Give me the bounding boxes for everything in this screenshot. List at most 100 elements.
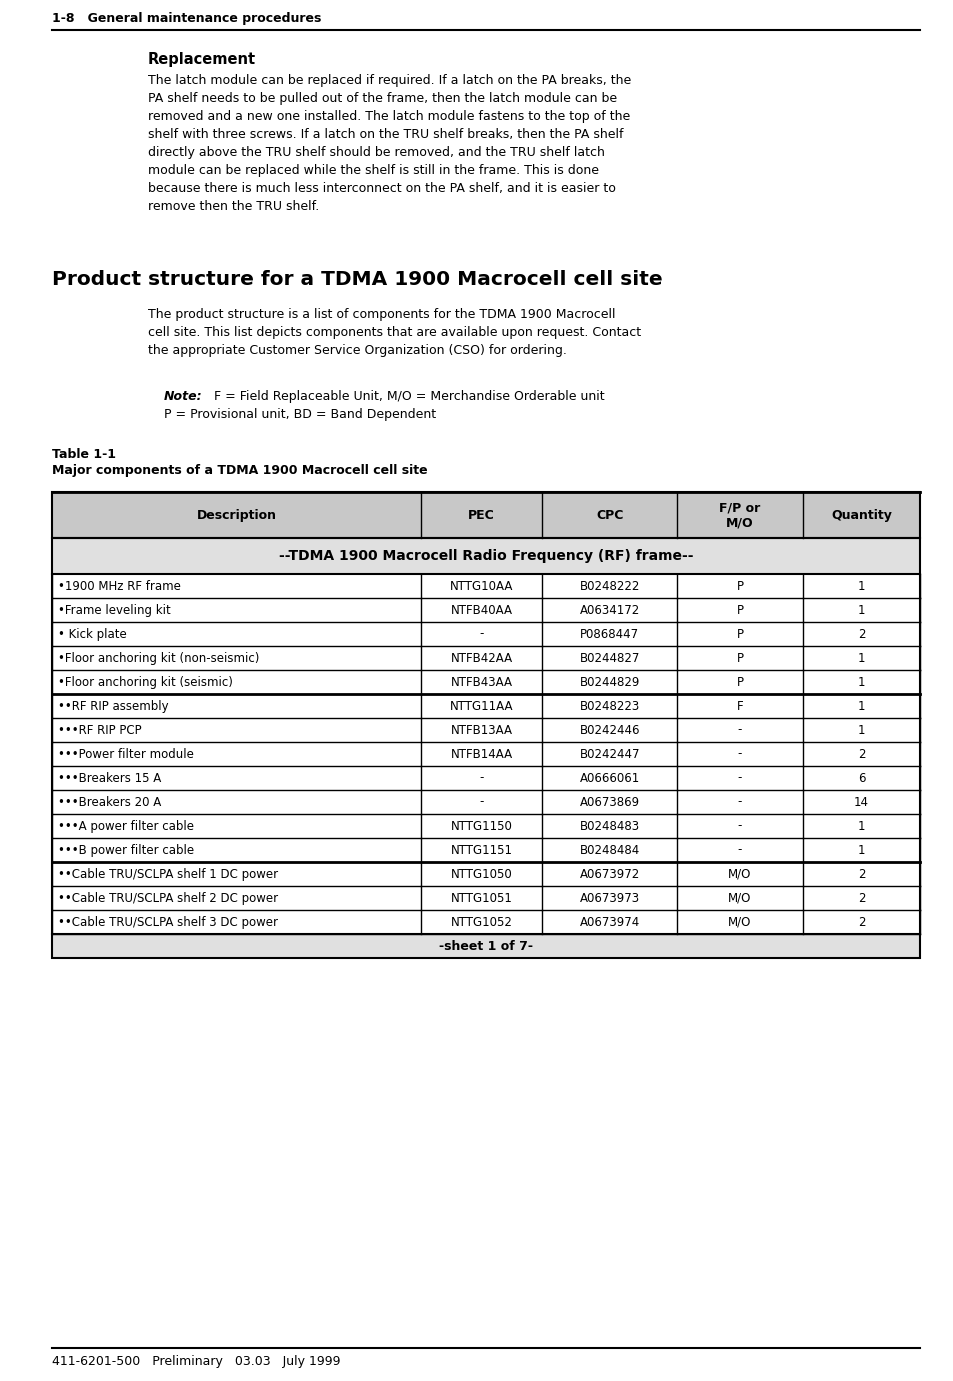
Text: ••Cable TRU/SCLPA shelf 2 DC power: ••Cable TRU/SCLPA shelf 2 DC power — [58, 892, 278, 905]
Text: ••RF RIP assembly: ••RF RIP assembly — [58, 700, 169, 713]
Text: -: - — [737, 724, 741, 736]
Text: NTFB13AA: NTFB13AA — [450, 724, 512, 736]
Text: M/O: M/O — [727, 916, 751, 928]
Text: M/O: M/O — [727, 892, 751, 905]
Bar — [52, 670, 919, 695]
Text: shelf with three screws. If a latch on the TRU shelf breaks, then the PA shelf: shelf with three screws. If a latch on t… — [148, 128, 623, 141]
Bar — [52, 646, 919, 670]
Text: 2: 2 — [857, 747, 864, 761]
Text: P: P — [736, 675, 742, 689]
Text: B0248222: B0248222 — [578, 580, 639, 592]
Text: A0634172: A0634172 — [579, 603, 639, 616]
Text: 1: 1 — [857, 580, 864, 592]
Text: A0673974: A0673974 — [579, 916, 639, 928]
Text: ••Cable TRU/SCLPA shelf 1 DC power: ••Cable TRU/SCLPA shelf 1 DC power — [58, 867, 278, 881]
Text: -: - — [737, 772, 741, 784]
Text: PA shelf needs to be pulled out of the frame, then the latch module can be: PA shelf needs to be pulled out of the f… — [148, 93, 617, 105]
Text: -: - — [737, 747, 741, 761]
Text: -: - — [737, 819, 741, 833]
Text: F: F — [736, 700, 742, 713]
Text: Description: Description — [196, 508, 276, 522]
Text: Replacement: Replacement — [148, 52, 255, 68]
Text: F/P or
M/O: F/P or M/O — [719, 501, 760, 529]
Text: •••A power filter cable: •••A power filter cable — [58, 819, 193, 833]
Bar — [52, 492, 919, 539]
Bar — [52, 813, 919, 838]
Text: P: P — [736, 652, 742, 664]
Text: NTTG11AA: NTTG11AA — [450, 700, 513, 713]
Text: 1: 1 — [857, 844, 864, 856]
Text: P: P — [736, 603, 742, 616]
Text: 411-6201-500   Preliminary   03.03   July 1999: 411-6201-500 Preliminary 03.03 July 1999 — [52, 1355, 340, 1369]
Text: NTFB43AA: NTFB43AA — [450, 675, 512, 689]
Text: CPC: CPC — [596, 508, 622, 522]
Text: •Floor anchoring kit (seismic): •Floor anchoring kit (seismic) — [58, 675, 233, 689]
Text: NTFB14AA: NTFB14AA — [450, 747, 512, 761]
Text: remove then the TRU shelf.: remove then the TRU shelf. — [148, 200, 319, 213]
Text: Product structure for a TDMA 1900 Macrocell cell site: Product structure for a TDMA 1900 Macroc… — [52, 271, 662, 289]
Text: A0666061: A0666061 — [579, 772, 639, 784]
Text: NTFB42AA: NTFB42AA — [450, 652, 512, 664]
Text: the appropriate Customer Service Organization (CSO) for ordering.: the appropriate Customer Service Organiz… — [148, 344, 566, 358]
Text: A0673972: A0673972 — [579, 867, 639, 881]
Text: NTTG1150: NTTG1150 — [450, 819, 512, 833]
Text: 1: 1 — [857, 819, 864, 833]
Text: NTTG1051: NTTG1051 — [450, 892, 512, 905]
Text: -: - — [479, 627, 483, 641]
Text: 2: 2 — [857, 892, 864, 905]
Text: removed and a new one installed. The latch module fastens to the top of the: removed and a new one installed. The lat… — [148, 110, 630, 123]
Text: •••B power filter cable: •••B power filter cable — [58, 844, 193, 856]
Bar — [52, 598, 919, 621]
Text: --TDMA 1900 Macrocell Radio Frequency (RF) frame--: --TDMA 1900 Macrocell Radio Frequency (R… — [278, 550, 693, 563]
Text: Table 1-1: Table 1-1 — [52, 447, 116, 461]
Bar — [52, 934, 919, 958]
Bar — [52, 934, 919, 958]
Text: directly above the TRU shelf should be removed, and the TRU shelf latch: directly above the TRU shelf should be r… — [148, 146, 604, 159]
Text: -: - — [737, 844, 741, 856]
Bar — [52, 742, 919, 766]
Text: because there is much less interconnect on the PA shelf, and it is easier to: because there is much less interconnect … — [148, 182, 616, 195]
Text: P = Provisional unit, BD = Band Dependent: P = Provisional unit, BD = Band Dependen… — [164, 407, 436, 421]
Text: -: - — [479, 795, 483, 808]
Text: B0244829: B0244829 — [578, 675, 639, 689]
Text: •••Breakers 20 A: •••Breakers 20 A — [58, 795, 161, 808]
Bar — [52, 574, 919, 598]
Bar — [52, 621, 919, 646]
Text: 1: 1 — [857, 603, 864, 616]
Text: Note:: Note: — [164, 389, 202, 403]
Text: M/O: M/O — [727, 867, 751, 881]
Text: Major components of a TDMA 1900 Macrocell cell site: Major components of a TDMA 1900 Macrocel… — [52, 464, 427, 476]
Text: •Floor anchoring kit (non-seismic): •Floor anchoring kit (non-seismic) — [58, 652, 259, 664]
Text: A0673973: A0673973 — [579, 892, 639, 905]
Bar — [52, 539, 919, 574]
Text: B0248223: B0248223 — [579, 700, 639, 713]
Text: B0248483: B0248483 — [579, 819, 639, 833]
Text: 14: 14 — [853, 795, 868, 808]
Text: P0868447: P0868447 — [579, 627, 639, 641]
Text: 2: 2 — [857, 627, 864, 641]
Text: 2: 2 — [857, 916, 864, 928]
Text: Quantity: Quantity — [830, 508, 891, 522]
Text: •••RF RIP PCP: •••RF RIP PCP — [58, 724, 141, 736]
Text: NTTG1050: NTTG1050 — [451, 867, 512, 881]
Text: cell site. This list depicts components that are available upon request. Contact: cell site. This list depicts components … — [148, 326, 640, 338]
Bar — [52, 539, 919, 574]
Bar — [52, 838, 919, 862]
Text: NTFB40AA: NTFB40AA — [450, 603, 512, 616]
Text: The latch module can be replaced if required. If a latch on the PA breaks, the: The latch module can be replaced if requ… — [148, 75, 631, 87]
Bar — [52, 718, 919, 742]
Text: •1900 MHz RF frame: •1900 MHz RF frame — [58, 580, 181, 592]
Bar — [52, 766, 919, 790]
Text: 1: 1 — [857, 675, 864, 689]
Text: 2: 2 — [857, 867, 864, 881]
Text: module can be replaced while the shelf is still in the frame. This is done: module can be replaced while the shelf i… — [148, 164, 598, 177]
Text: -: - — [479, 772, 483, 784]
Text: 1: 1 — [857, 724, 864, 736]
Text: B0244827: B0244827 — [578, 652, 639, 664]
Text: ••Cable TRU/SCLPA shelf 3 DC power: ••Cable TRU/SCLPA shelf 3 DC power — [58, 916, 277, 928]
Bar — [52, 910, 919, 934]
Text: 1: 1 — [857, 700, 864, 713]
Text: NTTG1052: NTTG1052 — [450, 916, 512, 928]
Bar — [52, 790, 919, 813]
Text: P: P — [736, 627, 742, 641]
